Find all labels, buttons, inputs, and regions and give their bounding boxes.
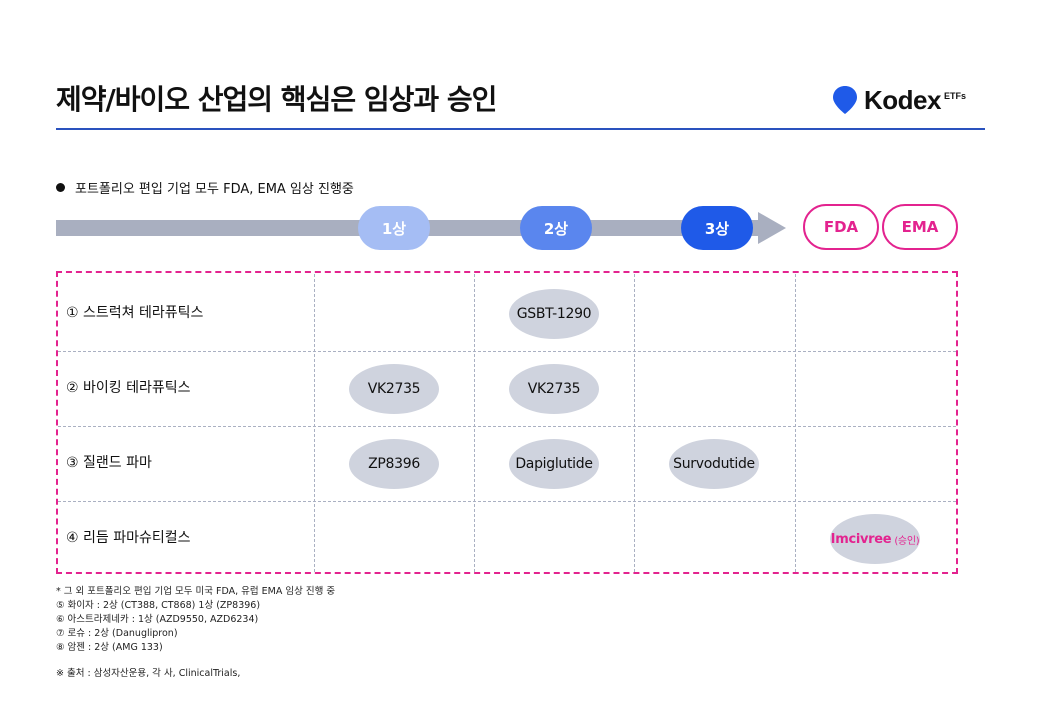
grid-divider [474, 274, 475, 572]
grid-divider [58, 426, 956, 427]
kodex-logo: Kodex ETFs [832, 84, 966, 116]
drug-pill: ZP8396 [349, 439, 439, 489]
approved-drug-name: Imcivree [830, 531, 892, 547]
footnote-line: ⑧ 암젠 : 2상 (AMG 133) [56, 642, 163, 653]
drug-pill: Dapiglutide [509, 439, 599, 489]
drug-pill: Survodutide [669, 439, 759, 489]
company-label: ① 스트럭쳐 테라퓨틱스 [66, 305, 204, 321]
pipeline-grid [56, 271, 958, 574]
drug-pill: VK2735 [349, 364, 439, 414]
company-label: ③ 질랜드 파마 [66, 455, 152, 471]
phase-3-badge: 3상 [681, 206, 753, 250]
drug-pill: VK2735 [509, 364, 599, 414]
phase-1-badge: 1상 [358, 206, 430, 250]
company-label: ② 바이킹 테라퓨틱스 [66, 380, 191, 396]
approved-note: (승인) [894, 535, 920, 547]
grid-divider [634, 274, 635, 572]
logo-sub: ETFs [943, 91, 966, 101]
grid-divider [58, 501, 956, 502]
header-rule [56, 128, 985, 130]
footnotes: * 그 외 포트폴리오 편입 기업 모두 미국 FDA, 유럽 EMA 임상 진… [56, 585, 335, 655]
location-pin-icon [833, 86, 857, 114]
company-label: ④ 리듬 파마슈티컬스 [66, 530, 191, 546]
ema-badge: EMA [882, 204, 958, 250]
page-title: 제약/바이오 산업의 핵심은 임상과 승인 [56, 83, 497, 116]
source-note: ※ 출처 : 삼성자산운용, 각 사, ClinicalTrials, [56, 668, 241, 679]
phase-2-badge: 2상 [520, 206, 592, 250]
grid-divider [795, 274, 796, 572]
logo-text: Kodex [864, 84, 941, 115]
grid-divider [58, 351, 956, 352]
footnote-line: ⑥ 아스트라제네카 : 1상 (AZD9550, AZD6234) [56, 614, 259, 625]
grid-divider [314, 274, 315, 572]
approved-drug-pill: Imcivree (승인) [830, 514, 920, 564]
drug-pill: GSBT-1290 [509, 289, 599, 339]
footnote-line: ⑤ 화이자 : 2상 (CT388, CT868) 1상 (ZP8396) [56, 600, 261, 611]
footnote-line: * 그 외 포트폴리오 편입 기업 모두 미국 FDA, 유럽 EMA 임상 진… [56, 586, 336, 597]
fda-badge: FDA [803, 204, 879, 250]
pipeline-arrowhead [758, 212, 786, 244]
bullet-dot [56, 183, 65, 192]
summary-bullet: 포트폴리오 편입 기업 모두 FDA, EMA 임상 진행중 [56, 178, 354, 197]
footnote-line: ⑦ 로슈 : 2상 (Danuglipron) [56, 628, 178, 639]
bullet-text: 포트폴리오 편입 기업 모두 FDA, EMA 임상 진행중 [75, 182, 354, 197]
